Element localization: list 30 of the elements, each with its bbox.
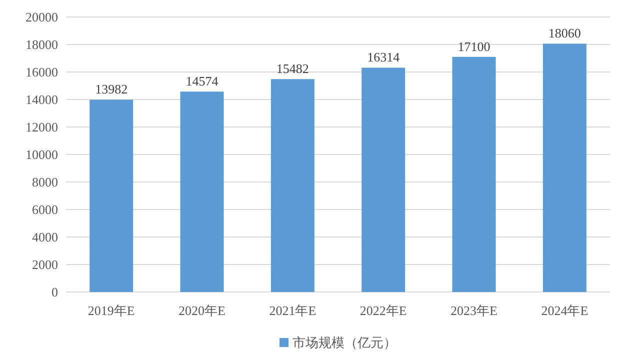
data-label: 16314 (367, 50, 400, 65)
bar (90, 100, 134, 292)
y-tick-label: 2000 (32, 257, 58, 272)
data-label: 14574 (186, 74, 219, 89)
bar (362, 68, 406, 292)
y-tick-label: 12000 (26, 120, 58, 134)
y-tick-label: 8000 (32, 174, 58, 190)
y-tick-label: 20000 (26, 10, 58, 24)
y-tick-label: 14000 (26, 92, 58, 107)
x-tick-label: 2023年E (450, 303, 498, 318)
bar (542, 44, 586, 292)
x-tick-label: 2022年E (360, 303, 407, 318)
data-label: 17100 (458, 38, 490, 54)
bar (180, 92, 224, 292)
y-tick-label: 16000 (26, 64, 58, 80)
x-tick-label: 2020年E (178, 303, 226, 318)
bar (452, 56, 496, 292)
data-label: 13982 (95, 82, 128, 97)
y-tick-label: 18000 (26, 37, 58, 52)
bar (270, 79, 314, 292)
y-tick-label: 0 (52, 284, 58, 300)
legend-label: 市场规模（亿元） (292, 335, 396, 350)
x-tick-label: 2019年E (88, 303, 135, 318)
y-tick-label: 4000 (32, 230, 58, 244)
data-label: 18060 (548, 26, 581, 41)
x-tick-label: 2021年E (269, 303, 316, 318)
y-tick-label: 6000 (32, 202, 58, 217)
data-label: 15482 (276, 61, 309, 76)
y-tick-label: 10000 (26, 147, 58, 162)
x-tick-label: 2024年E (541, 303, 588, 318)
